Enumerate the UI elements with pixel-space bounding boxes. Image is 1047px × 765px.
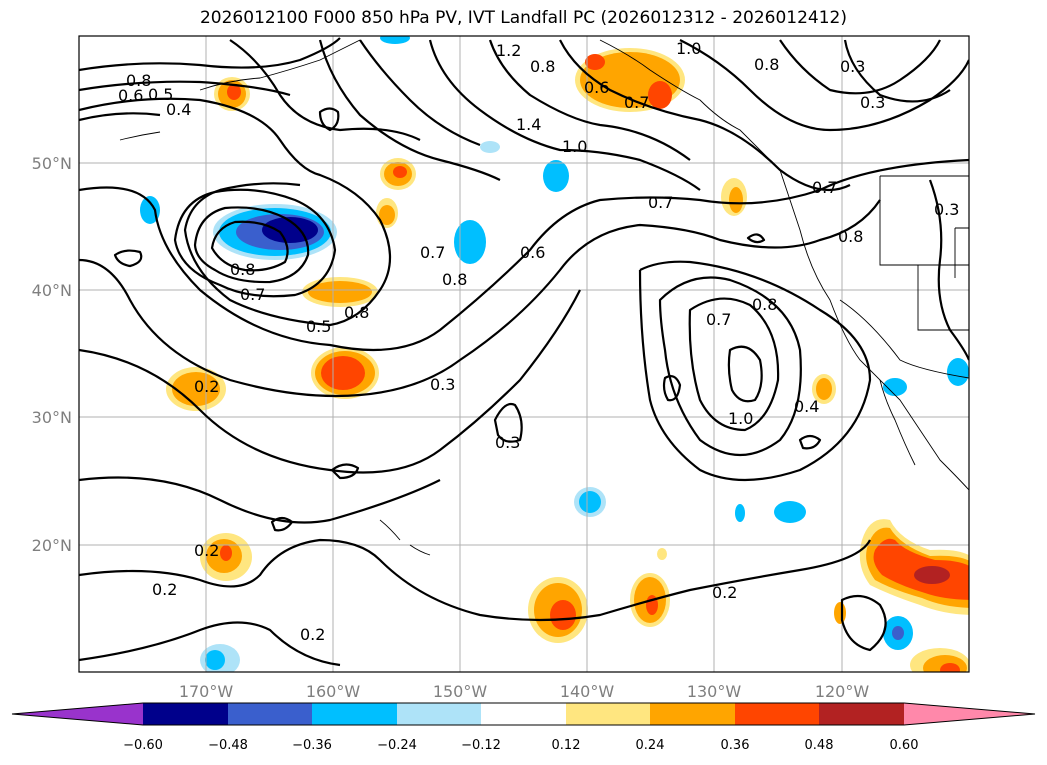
colorbar-tick-label: −0.12 [461, 738, 501, 753]
colorbar-bin [566, 703, 650, 725]
coastlines [119, 39, 969, 556]
lat-label-50n: 50°N [32, 154, 72, 173]
colorbar-bin [650, 703, 735, 725]
ivt-contours [79, 37, 969, 667]
contour-label: 0.4 [166, 100, 191, 119]
colorbar-tick-label: 0.12 [552, 738, 581, 753]
contour-label: 0.3 [860, 93, 885, 112]
contour-label: 0.7 [420, 243, 445, 262]
colorbar: −0.60 −0.48 −0.36 −0.24 −0.12 0.12 0.24 … [11, 702, 1036, 753]
contour-label: 0.5 [148, 85, 173, 104]
contour-label: 0.8 [442, 270, 467, 289]
contour-label: 0.2 [712, 583, 737, 602]
contour-label: 0.8 [126, 71, 151, 90]
contour-label: 0.7 [624, 93, 649, 112]
lon-label-130w: 130°W [687, 682, 742, 701]
contour-label: 0.3 [934, 200, 959, 219]
lon-label-160w: 160°W [306, 682, 361, 701]
contour-label: 0.6 [520, 243, 545, 262]
contour-label: 1.0 [562, 137, 587, 156]
colorbar-tick-label: 0.48 [805, 738, 834, 753]
colorbar-bin [143, 703, 228, 725]
colorbar-tick-label: 0.24 [636, 738, 665, 753]
contour-label: 0.8 [230, 260, 255, 279]
colorbar-bin [312, 703, 397, 725]
colorbar-tick-label: 0.36 [721, 738, 750, 753]
contour-label: 0.7 [240, 285, 265, 304]
contour-label: 0.6 [118, 86, 143, 105]
lon-label-170w: 170°W [179, 682, 234, 701]
contour-label: 1.0 [728, 409, 753, 428]
contour-label: 0.2 [152, 580, 177, 599]
contour-label: 0.7 [706, 310, 731, 329]
colorbar-outline [11, 702, 1036, 726]
lon-label-120w: 120°W [815, 682, 870, 701]
contour-label: 0.8 [530, 57, 555, 76]
lat-label-40n: 40°N [32, 281, 72, 300]
contour-label: 0.8 [752, 295, 777, 314]
colorbar-tick-label: −0.60 [123, 738, 163, 753]
contour-label: 0.3 [840, 57, 865, 76]
colorbar-bin [481, 703, 566, 725]
contour-labels: 0.8 0.6 0.5 0.4 1.2 0.8 0.6 0.7 1.0 0.8 … [118, 39, 959, 644]
lon-label-140w: 140°W [560, 682, 615, 701]
contour-label: 0.2 [300, 625, 325, 644]
contour-label: 0.8 [754, 55, 779, 74]
contour-label: 1.0 [676, 39, 701, 58]
map-frame [78, 35, 970, 673]
contour-label: 1.2 [496, 41, 521, 60]
colorbar-max-extend [904, 703, 1035, 725]
contour-label: 0.8 [344, 303, 369, 322]
map-title: 2026012100 F000 850 hPa PV, IVT Landfall… [199, 8, 847, 28]
colorbar-bin [735, 703, 819, 725]
longitude-labels: 170°W 160°W 150°W 140°W 130°W 120°W [179, 682, 870, 701]
contour-label: 0.7 [812, 178, 837, 197]
contour-label: 0.8 [838, 227, 863, 246]
contour-label: 0.4 [794, 397, 819, 416]
contour-label: 0.7 [648, 193, 673, 212]
contour-label: 0.3 [430, 375, 455, 394]
lat-label-30n: 30°N [32, 408, 72, 427]
contour-label: 0.6 [584, 78, 609, 97]
contour-label: 0.2 [194, 377, 219, 396]
map-gridlines [79, 36, 969, 672]
colorbar-bin [397, 703, 481, 725]
colorbar-bin [819, 703, 904, 725]
latitude-labels: 50°N 40°N 30°N 20°N [32, 154, 72, 555]
colorbar-min-extend [12, 703, 143, 725]
contour-label: 0.2 [194, 541, 219, 560]
colorbar-tick-label: −0.24 [377, 738, 417, 753]
colorbar-tick-label: −0.48 [208, 738, 248, 753]
contour-label: 1.4 [516, 115, 541, 134]
colorbar-tick-label: 0.60 [890, 738, 919, 753]
lat-label-20n: 20°N [32, 536, 72, 555]
colorbar-tick-label: −0.36 [292, 738, 332, 753]
contour-label: 0.5 [306, 317, 331, 336]
lon-label-150w: 150°W [433, 682, 488, 701]
colorbar-bin [228, 703, 312, 725]
contour-label: 0.3 [495, 433, 520, 452]
